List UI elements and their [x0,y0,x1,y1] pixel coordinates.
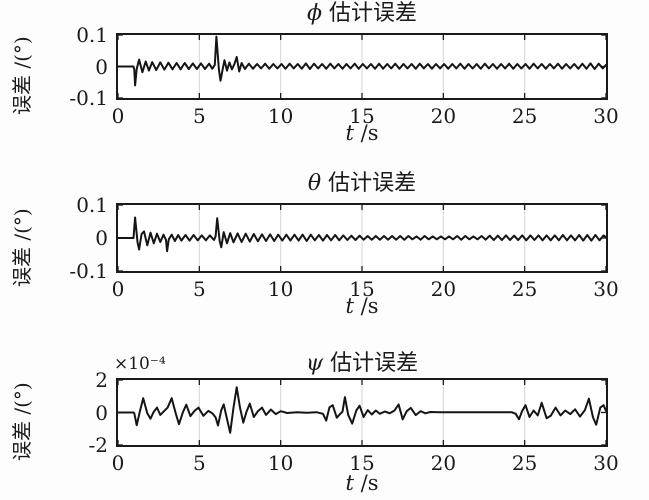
x-tick-label: 0 [111,104,125,128]
y-tick-label: 2 [95,368,108,392]
plot-canvas [118,35,606,98]
y-tick-label: 0 [95,400,108,425]
x-tick-label: 25 [511,104,538,128]
y-tick-label: -2 [88,433,108,457]
x-tick-label: 5 [192,277,206,301]
x-axis-unit: /s [353,294,379,318]
x-axis-variable: t [345,294,354,318]
x-tick-label: 10 [267,451,294,475]
x-tick-label: 10 [267,104,294,128]
chart-title: ϕ 估计误差 [116,1,608,27]
x-tick-label: 15 [349,277,375,301]
x-tick-label: 30 [593,104,619,128]
y-tick-label: 0 [95,226,108,250]
x-tick-label: 0 [111,277,125,301]
x-tick-label: 10 [267,277,294,301]
y-tick-label: -0.1 [69,86,108,110]
x-tick-label: 15 [349,451,375,475]
chart-title: ψ 估计误差 [116,351,608,377]
chart-title-text: 估计误差 [321,171,417,196]
chart-theta-error: θ 估计误差 误差 /(°) t /s 0 5 10 15 20 25 30 0.1 0 -0.1 [0,170,649,343]
x-tick-label: 0 [111,451,125,475]
psi-error-line [118,386,606,434]
y-axis-label: 误差 /(°) [10,208,34,287]
plot-canvas [118,205,606,271]
theta-error-line [118,216,606,253]
chart-psi-error: ψ 估计误差 ×10⁻⁴ 误差 /(°) t /s 0 5 10 15 20 25 30 2 0… [0,345,649,500]
plot-area [116,33,608,100]
chart-title: θ 估计误差 [116,171,608,197]
y-tick-label: -0.1 [69,259,108,283]
plot-area [116,378,608,447]
x-axis-label: t /s [116,471,608,495]
y-axis-label: 误差 /(°) [10,36,34,115]
x-tick-label: 25 [511,277,538,301]
x-axis-label: t /s [116,121,608,145]
x-tick-label: 5 [192,451,206,475]
x-axis-unit: /s [353,471,379,495]
y-axis-label: 误差 /(°) [10,382,34,461]
y-tick-label: 0 [95,54,108,79]
x-axis-variable: t [345,471,354,495]
theta-symbol: θ [307,171,322,196]
plot-canvas [118,380,606,445]
phi-symbol: ϕ [307,1,322,26]
x-tick-label: 30 [593,451,619,475]
x-tick-label: 15 [349,104,375,128]
x-axis-variable: t [345,121,354,145]
phi-error-line [118,35,606,87]
chart-title-text: 估计误差 [323,351,419,376]
x-tick-label: 20 [430,277,457,301]
x-axis-unit: /s [353,121,379,145]
y-tick-label: 0.1 [76,193,108,217]
x-tick-label: 25 [511,451,538,475]
x-tick-label: 20 [430,451,457,475]
y-tick-label: 0.1 [76,23,108,47]
y-axis-multiplier: ×10⁻⁴ [114,354,166,374]
x-tick-label: 20 [430,104,457,128]
x-tick-label: 5 [192,104,206,128]
psi-symbol: ψ [305,351,324,376]
chart-phi-error: ϕ 估计误差 误差 /(°) t /s 0 5 10 15 20 25 30 0.1 0 -0.1 [0,0,649,168]
chart-title-text: 估计误差 [322,1,417,26]
x-axis-label: t /s [116,294,608,318]
plot-area [116,203,608,273]
x-tick-label: 30 [593,277,619,301]
